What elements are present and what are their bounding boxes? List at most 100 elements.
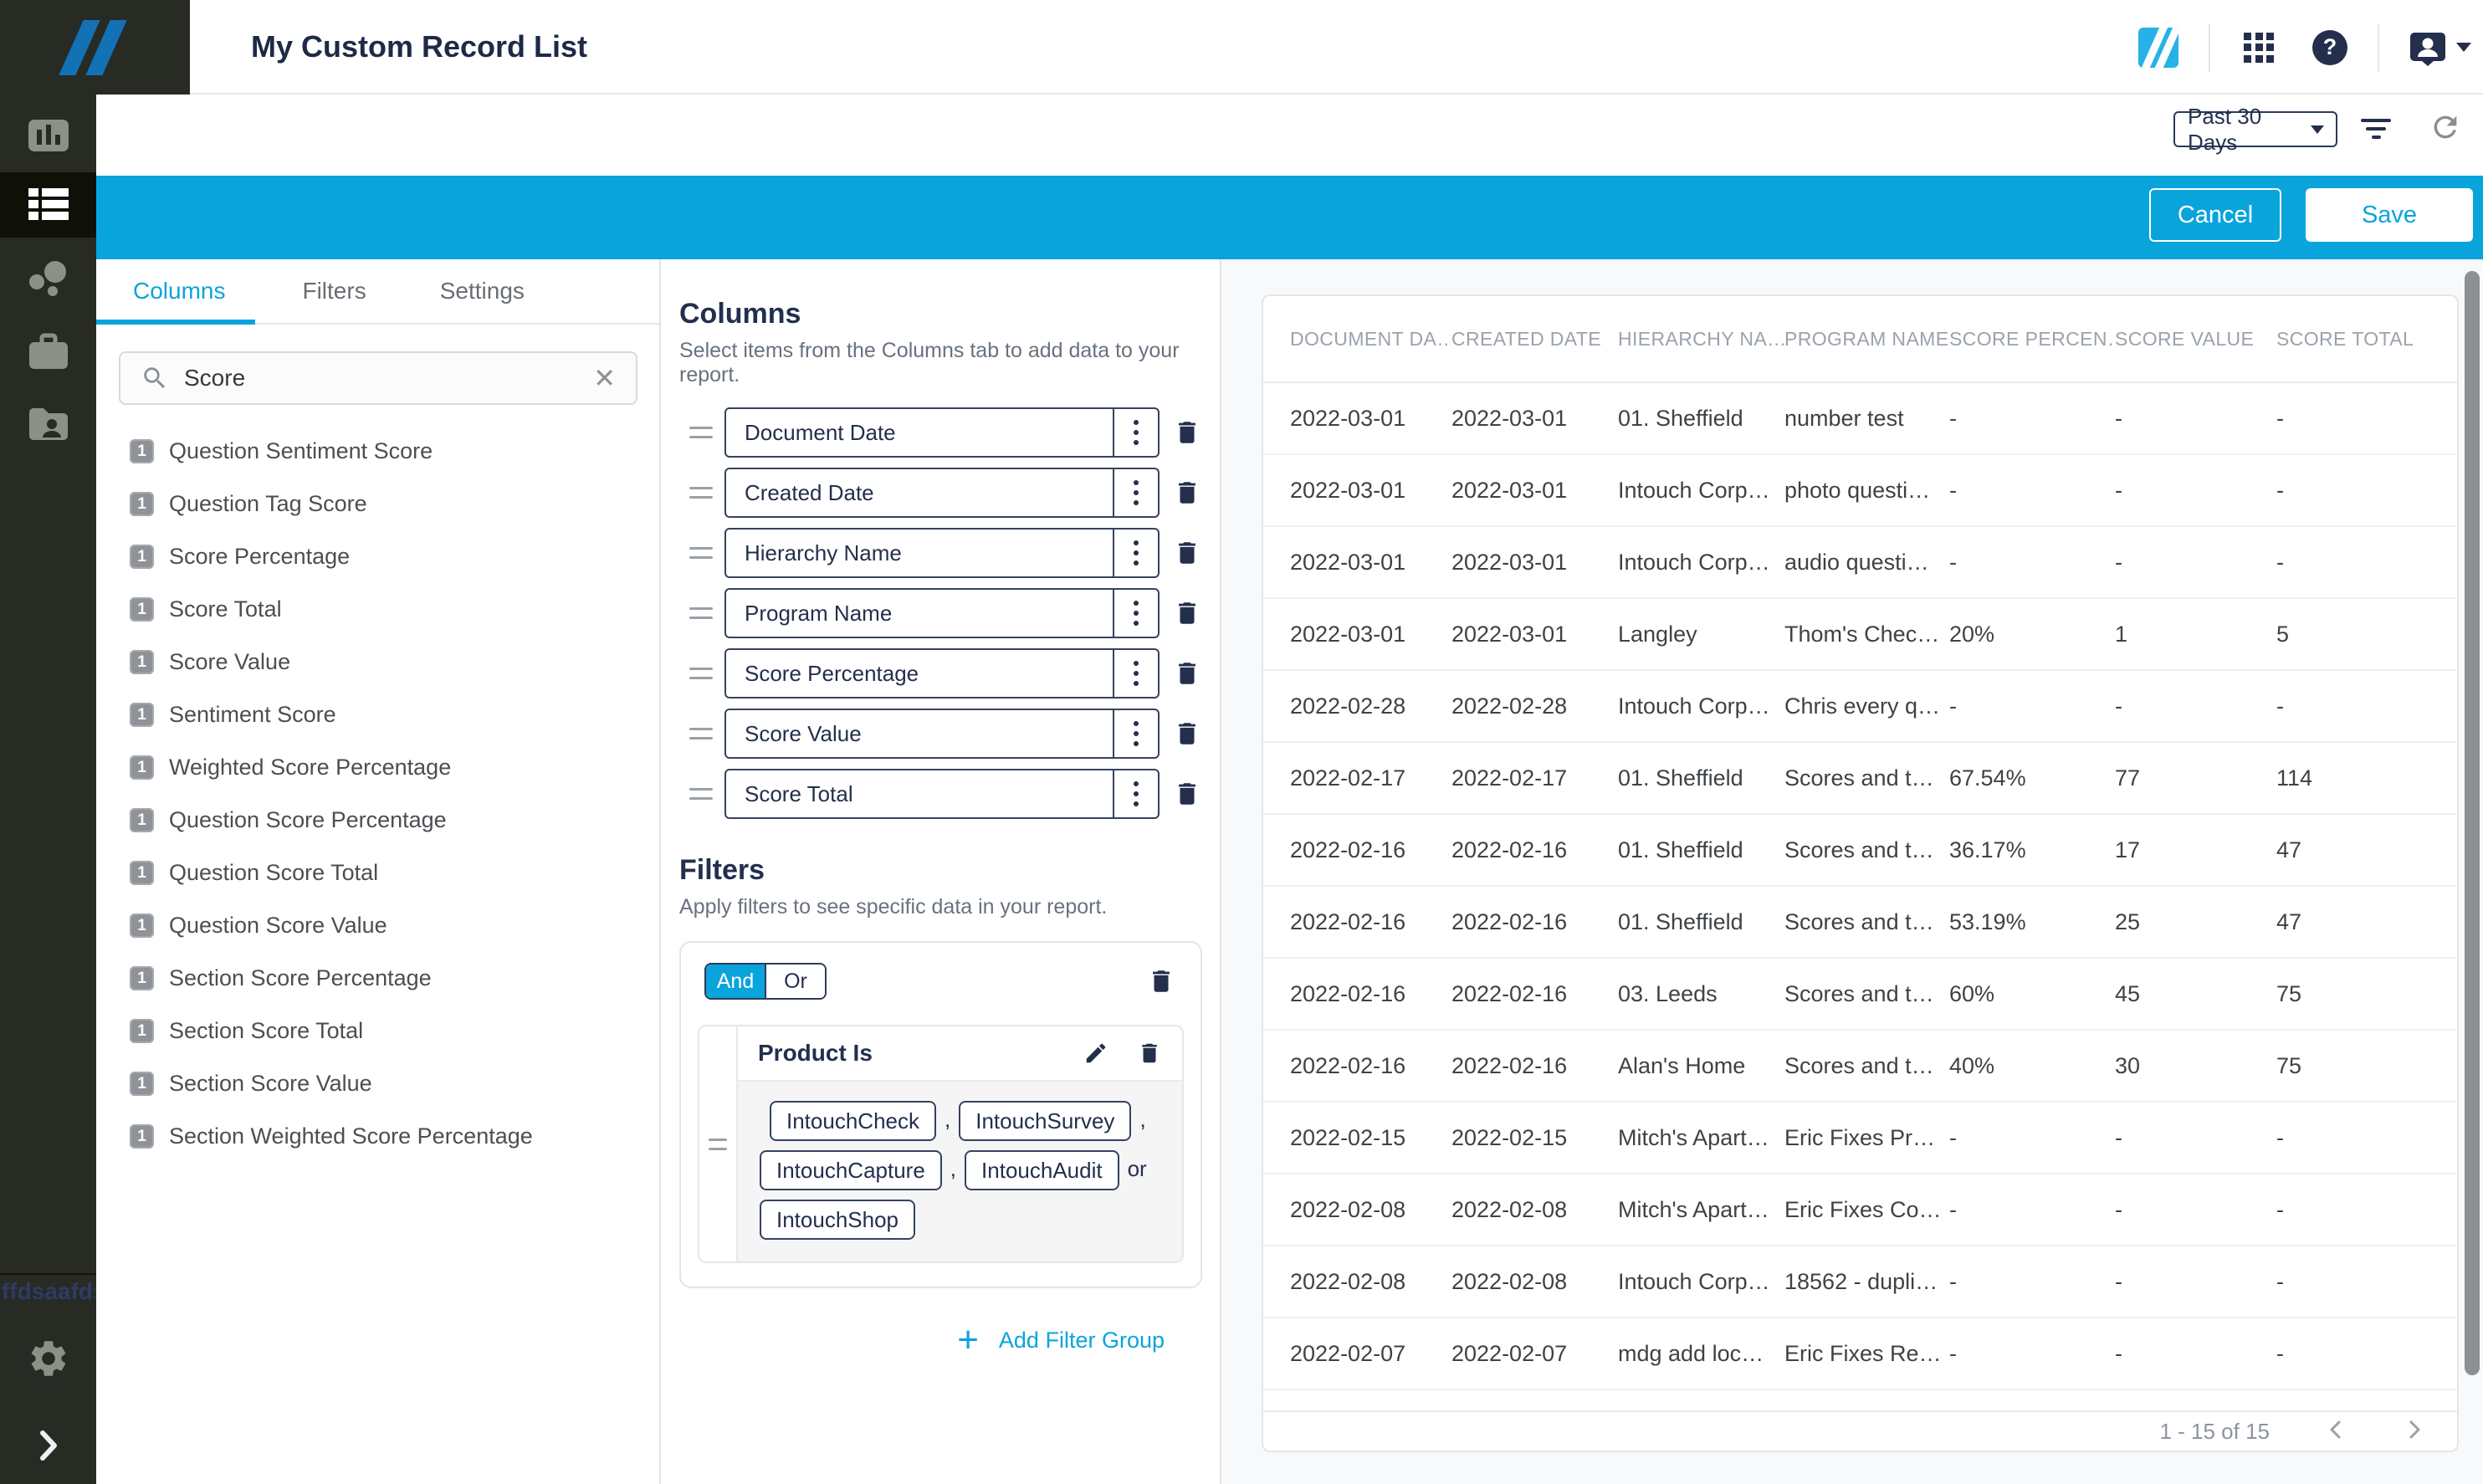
table-row[interactable]: 2022-02-16 2022-02-16 01. Sheffield Scor… xyxy=(1263,887,2457,959)
filter-value-chip[interactable]: IntouchShop xyxy=(760,1200,916,1241)
sidebar-item-contacts[interactable] xyxy=(0,400,96,448)
and-toggle[interactable]: And xyxy=(706,965,765,998)
field-list-item[interactable]: 1 Score Total xyxy=(96,583,659,636)
table-row[interactable]: 2022-02-28 2022-02-28 Intouch Corp… Chri… xyxy=(1263,671,2457,743)
kebab-icon xyxy=(1134,430,1139,435)
drag-handle-icon[interactable] xyxy=(689,728,713,739)
delete-column-button[interactable] xyxy=(1173,778,1203,810)
field-list-item[interactable]: 1 Question Tag Score xyxy=(96,478,659,530)
table-row[interactable]: 2022-03-01 2022-03-01 01. Sheffield numb… xyxy=(1263,383,2457,455)
field-label: Score Percentage xyxy=(169,544,351,569)
cell-score-percentage: 53.19% xyxy=(1949,908,2026,934)
pagination-prev-button[interactable] xyxy=(2323,1417,2348,1446)
column-menu-button[interactable] xyxy=(1113,530,1158,576)
delete-column-button[interactable] xyxy=(1173,658,1203,689)
field-list-item[interactable]: 1 Score Value xyxy=(96,636,659,688)
table-header-cell[interactable]: SCORE PERCEN… xyxy=(1949,327,2115,350)
table-row[interactable]: 2022-03-01 2022-03-01 Intouch Corp… phot… xyxy=(1263,455,2457,527)
cell-created-date: 2022-02-17 xyxy=(1451,765,1568,791)
edit-filter-button[interactable] xyxy=(1083,1041,1108,1066)
tab-settings[interactable]: Settings xyxy=(439,278,525,304)
field-list-item[interactable]: 1 Question Sentiment Score xyxy=(96,425,659,478)
drag-handle-icon[interactable] xyxy=(689,668,713,679)
delete-column-button[interactable] xyxy=(1173,417,1203,448)
table-header-cell[interactable]: SCORE VALUE xyxy=(2115,327,2255,350)
field-list-item[interactable]: 1 Sentiment Score xyxy=(96,688,659,741)
column-menu-button[interactable] xyxy=(1113,710,1158,757)
column-menu-button[interactable] xyxy=(1113,590,1158,637)
delete-column-button[interactable] xyxy=(1173,537,1203,569)
field-list-item[interactable]: 1 Question Score Total xyxy=(96,847,659,899)
cell-created-date: 2022-02-15 xyxy=(1451,1124,1568,1150)
table-row[interactable]: 2022-02-07 2022-02-07 mdg add loc… Eric … xyxy=(1263,1318,2457,1390)
field-list-item[interactable]: 1 Section Score Total xyxy=(96,1005,659,1057)
drag-handle-icon[interactable] xyxy=(689,607,713,619)
sidebar-item-insights[interactable] xyxy=(0,256,96,303)
table-header-cell[interactable]: DOCUMENT DA… xyxy=(1290,327,1451,350)
account-menu-button[interactable] xyxy=(2409,29,2471,66)
table-row[interactable]: 2022-02-08 2022-02-08 Intouch Corp… 1856… xyxy=(1263,1246,2457,1318)
filter-value-chip[interactable]: IntouchCapture xyxy=(760,1150,942,1191)
table-row[interactable]: 2022-03-01 2022-03-01 Langley Thom's Che… xyxy=(1263,599,2457,671)
date-range-dropdown[interactable]: Past 30 Days xyxy=(2173,104,2337,155)
app-logo[interactable] xyxy=(0,0,190,95)
rule-drag-handle[interactable] xyxy=(699,1026,738,1262)
table-row[interactable]: 2022-02-16 2022-02-16 Alan's Home Scores… xyxy=(1263,1031,2457,1103)
table-row[interactable]: 2022-02-08 2022-02-08 Mitch's Apart… Eri… xyxy=(1263,1174,2457,1246)
field-list-item[interactable]: 1 Section Score Value xyxy=(96,1057,659,1110)
field-list-item[interactable]: 1 Score Percentage xyxy=(96,530,659,583)
tab-filters[interactable]: Filters xyxy=(302,278,366,304)
column-menu-button[interactable] xyxy=(1113,650,1158,697)
cell-program-name: Scores and t… xyxy=(1784,837,1934,862)
filter-value-chip[interactable]: IntouchSurvey xyxy=(959,1101,1132,1142)
field-list-item[interactable]: 1 Question Score Percentage xyxy=(96,794,659,847)
sidebar-item-workspace[interactable] xyxy=(0,328,96,376)
help-button[interactable]: ? xyxy=(2312,29,2347,65)
field-list-item[interactable]: 1 Question Score Value xyxy=(96,899,659,952)
sidebar-item-settings[interactable] xyxy=(0,1332,96,1385)
field-list-item[interactable]: 1 Section Score Percentage xyxy=(96,952,659,1005)
column-menu-button[interactable] xyxy=(1113,770,1158,817)
vertical-scrollbar[interactable] xyxy=(2465,271,2480,1375)
delete-filter-button[interactable] xyxy=(1137,1040,1162,1067)
cancel-button[interactable]: Cancel xyxy=(2149,188,2281,242)
column-menu-button[interactable] xyxy=(1113,469,1158,516)
sidebar-expand-button[interactable] xyxy=(0,1422,96,1469)
table-row[interactable]: 2022-02-16 2022-02-16 01. Sheffield Scor… xyxy=(1263,815,2457,887)
field-list-item[interactable]: 1 Section Weighted Score Percentage xyxy=(96,1110,659,1163)
clear-search-icon[interactable]: ✕ xyxy=(593,363,616,393)
pagination-next-button[interactable] xyxy=(2402,1417,2427,1446)
tab-columns[interactable]: Columns xyxy=(133,278,226,304)
add-filter-group-button[interactable]: + Add Filter Group xyxy=(679,1322,1220,1359)
apps-grid-button[interactable] xyxy=(2244,32,2274,63)
brand-logo-button[interactable] xyxy=(2138,27,2178,68)
drag-handle-icon[interactable] xyxy=(689,487,713,499)
table-header-cell[interactable]: HIERARCHY NA… xyxy=(1618,327,1784,350)
drag-handle-icon[interactable] xyxy=(689,427,713,438)
filter-value-chip[interactable]: IntouchCheck xyxy=(770,1101,936,1142)
table-header-cell[interactable]: SCORE TOTAL xyxy=(2276,327,2414,350)
field-list-item[interactable]: 1 Weighted Score Percentage xyxy=(96,741,659,794)
table-row[interactable]: 2022-02-16 2022-02-16 03. Leeds Scores a… xyxy=(1263,959,2457,1031)
delete-column-button[interactable] xyxy=(1173,597,1203,629)
drag-handle-icon[interactable] xyxy=(689,547,713,559)
column-menu-button[interactable] xyxy=(1113,409,1158,456)
filter-button[interactable] xyxy=(2361,119,2391,142)
delete-column-button[interactable] xyxy=(1173,477,1203,509)
or-toggle[interactable]: Or xyxy=(765,965,825,998)
table-row[interactable]: 2022-02-15 2022-02-15 Mitch's Apart… Eri… xyxy=(1263,1103,2457,1174)
drag-handle-icon[interactable] xyxy=(689,788,713,800)
refresh-button[interactable] xyxy=(2429,110,2462,144)
search-input[interactable] xyxy=(184,365,594,391)
sidebar-item-record-list[interactable] xyxy=(0,172,96,238)
sidebar-item-analytics[interactable] xyxy=(0,110,96,161)
table-header-cell[interactable]: CREATED DATE xyxy=(1451,327,1602,350)
table-row[interactable]: 2022-02-17 2022-02-17 01. Sheffield Scor… xyxy=(1263,743,2457,815)
table-row[interactable]: 2022-03-01 2022-03-01 Intouch Corp… audi… xyxy=(1263,527,2457,599)
delete-column-button[interactable] xyxy=(1173,718,1203,750)
delete-filter-group-button[interactable] xyxy=(1147,965,1177,997)
save-button[interactable]: Save xyxy=(2306,188,2473,242)
table-header-cell[interactable]: PROGRAM NAME xyxy=(1784,327,1949,350)
trash-icon xyxy=(1142,1043,1157,1063)
filter-value-chip[interactable]: IntouchAudit xyxy=(965,1150,1119,1191)
